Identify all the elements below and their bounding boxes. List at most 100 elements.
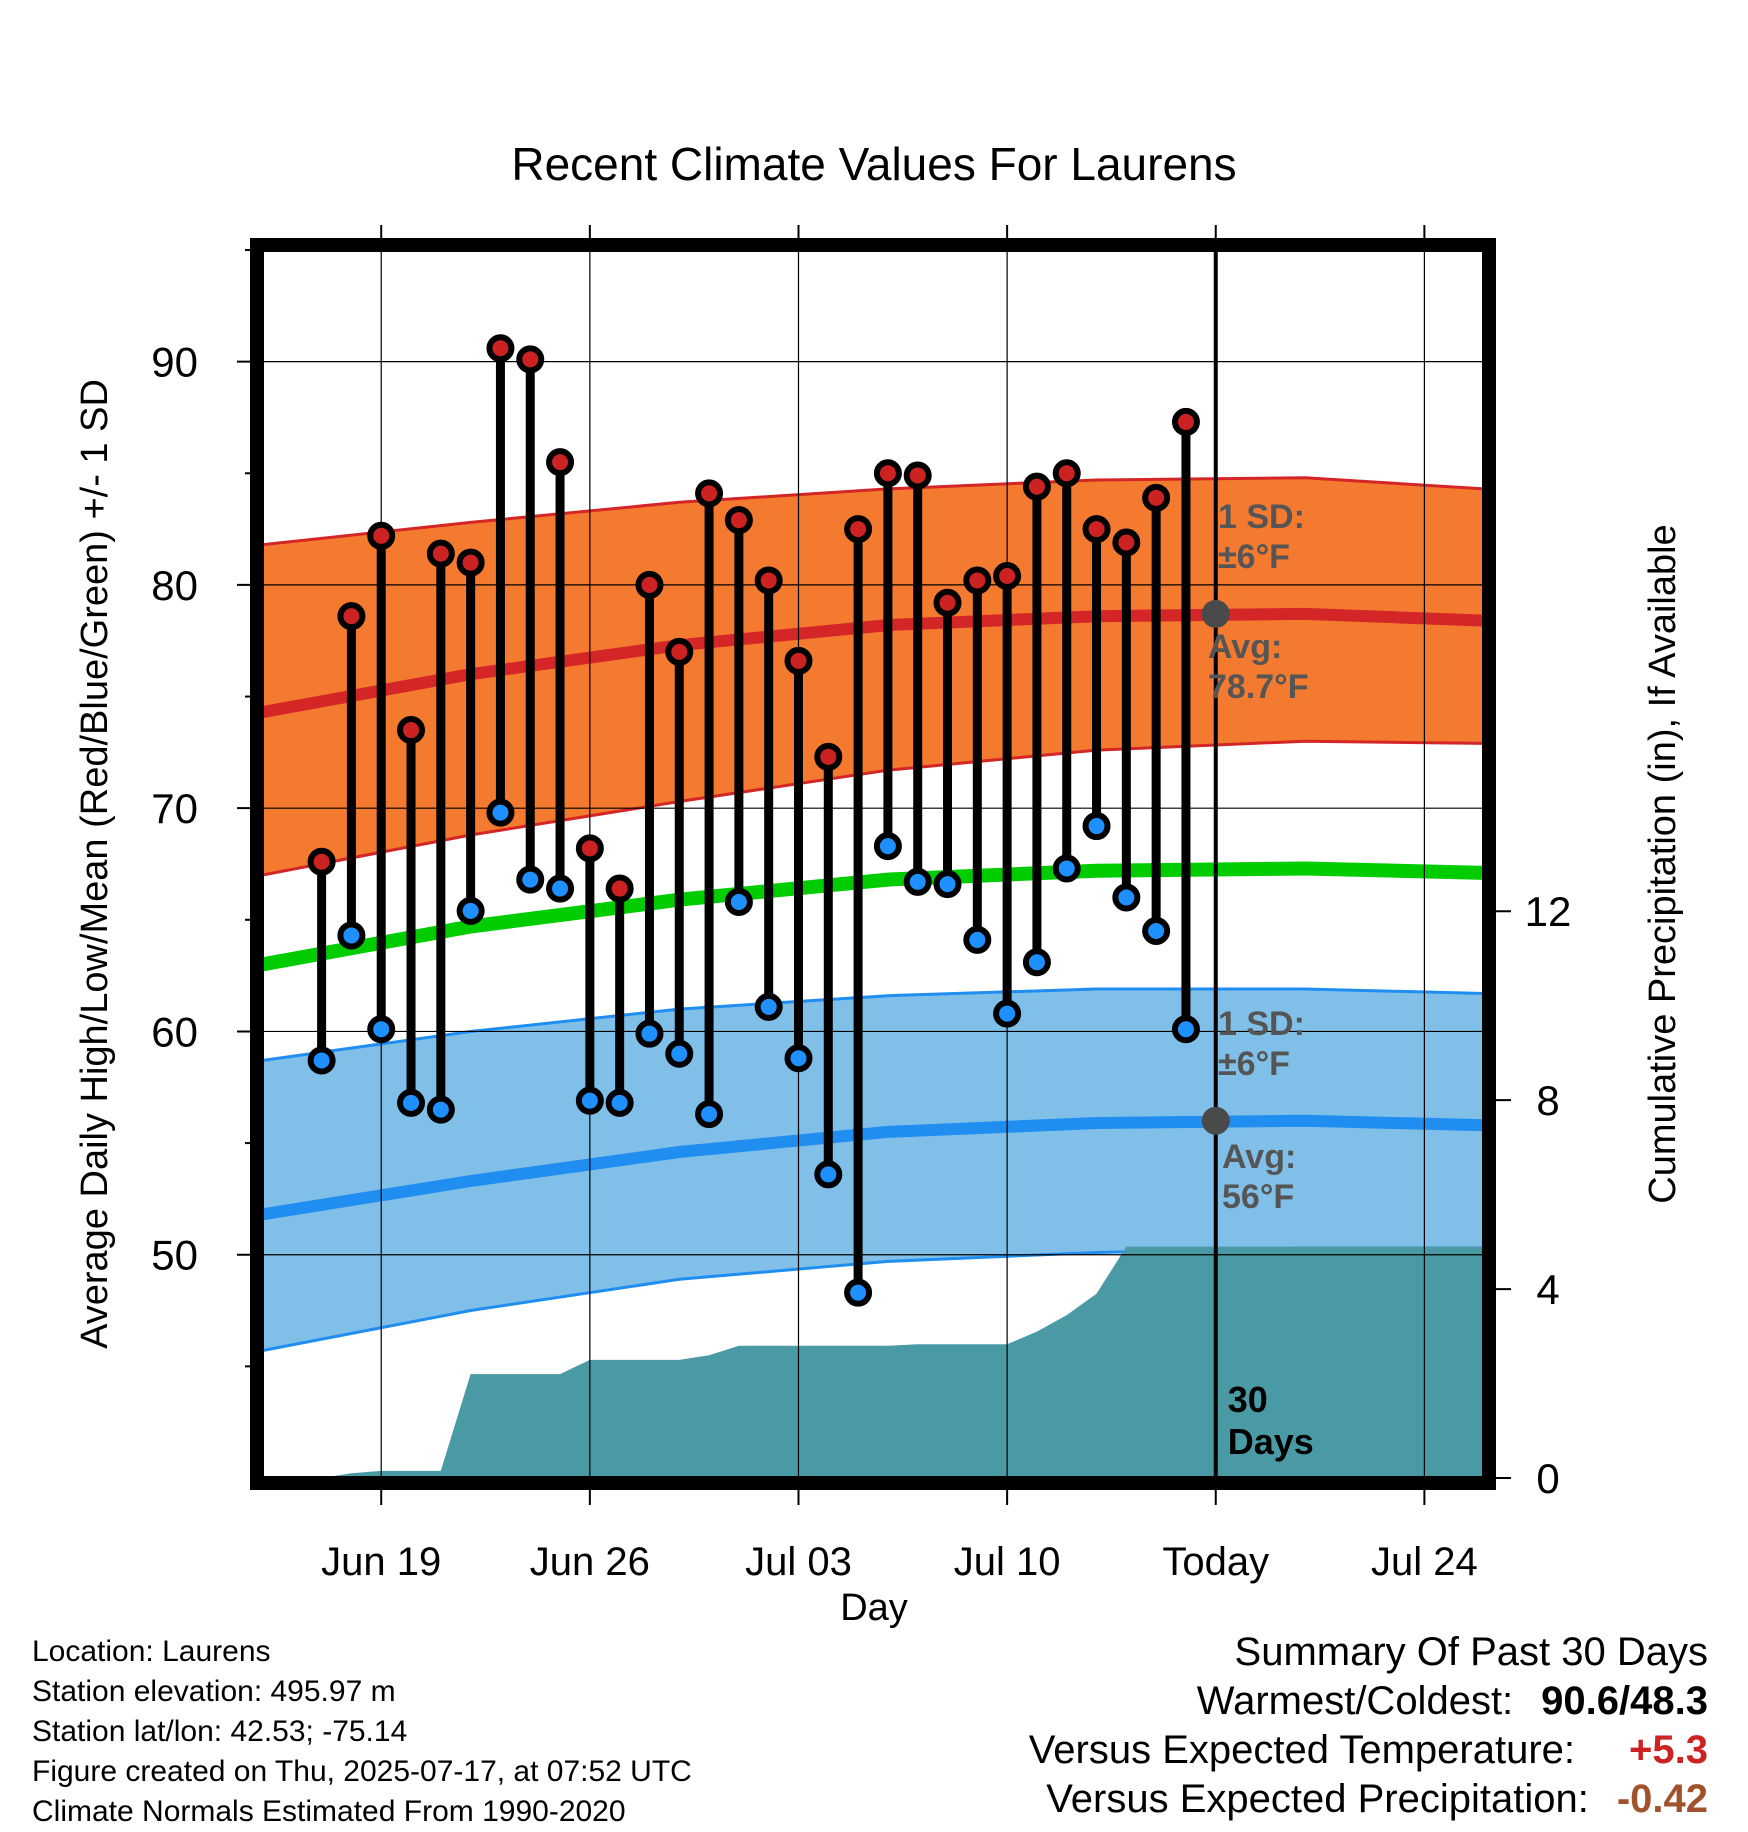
y-tick-label: 50 — [151, 1232, 198, 1279]
created-text: Figure created on Thu, 2025-07-17, at 07… — [32, 1755, 692, 1788]
daily-high-marker — [814, 742, 843, 771]
daily-low-marker — [1022, 948, 1051, 977]
climate-chart: Recent Climate Values For Laurens 1 SD:±… — [74, 138, 1684, 1628]
warm-cold-value: 90.6/48.3 — [1541, 1679, 1708, 1723]
today-days-label-line-2: Days — [1228, 1421, 1314, 1462]
y2-tick-label: 0 — [1536, 1455, 1559, 1502]
daily-low-marker — [456, 896, 485, 925]
daily-high-marker — [754, 566, 783, 595]
chart-title: Recent Climate Values For Laurens — [511, 138, 1236, 190]
daily-high-marker — [873, 459, 902, 488]
daily-high-marker — [695, 479, 724, 508]
low-sd-band — [262, 989, 1484, 1351]
daily-high-marker — [665, 637, 694, 666]
daily-low-marker — [605, 1088, 634, 1117]
daily-low-marker — [963, 925, 992, 954]
daily-high-marker — [784, 646, 813, 675]
y-tick-label: 70 — [151, 785, 198, 832]
today-days-label-line-1: 30 — [1228, 1379, 1268, 1420]
daily-high-marker — [1142, 483, 1171, 512]
daily-high-marker — [1171, 407, 1200, 436]
x-tick-label: Jul 10 — [954, 1540, 1061, 1584]
daily-high-marker — [456, 548, 485, 577]
daily-high-marker — [397, 716, 426, 745]
summary-panel: Summary Of Past 30 Days Warmest/Coldest:… — [1029, 1628, 1708, 1824]
daily-low-marker — [1052, 854, 1081, 883]
daily-low-marker — [307, 1046, 336, 1075]
precip-diff-value: -0.42 — [1616, 1777, 1708, 1821]
daily-low-marker — [873, 832, 902, 861]
location-text: Location: Laurens — [32, 1635, 271, 1668]
daily-low-marker — [1142, 916, 1171, 945]
daily-high-marker — [1052, 459, 1081, 488]
y2-tick-label: 4 — [1536, 1266, 1559, 1313]
high-sd-annotation-line-1: 1 SD: — [1218, 498, 1305, 536]
summary-title: Summary Of Past 30 Days — [1234, 1630, 1708, 1674]
daily-high-marker — [367, 521, 396, 550]
daily-high-marker — [993, 561, 1022, 590]
daily-low-marker — [1082, 812, 1111, 841]
low-avg-annotation-line-2: 56°F — [1222, 1178, 1294, 1216]
daily-high-marker — [516, 345, 545, 374]
latlon-text: Station lat/lon: 42.53; -75.14 — [32, 1715, 408, 1748]
daily-low-marker — [903, 867, 932, 896]
precip-diff-label: Versus Expected Precipitation: — [1046, 1777, 1589, 1821]
low-sd-annotation-line-2: ±6°F — [1218, 1045, 1290, 1083]
daily-high-marker — [1082, 515, 1111, 544]
daily-high-marker — [724, 506, 753, 535]
daily-low-marker — [814, 1160, 843, 1189]
daily-low-marker — [635, 1019, 664, 1048]
high-sd-band — [262, 477, 1484, 876]
daily-low-marker — [1112, 883, 1141, 912]
x-tick-label: Today — [1162, 1540, 1269, 1584]
elevation-text: Station elevation: 495.97 m — [32, 1675, 396, 1708]
today-high-avg-dot — [1201, 599, 1230, 628]
daily-low-marker — [695, 1100, 724, 1129]
daily-low-marker — [993, 999, 1022, 1028]
daily-low-marker — [754, 992, 783, 1021]
daily-low-marker — [784, 1044, 813, 1073]
normal-low-line — [262, 1114, 1484, 1221]
daily-low-marker — [486, 798, 515, 827]
daily-high-marker — [635, 570, 664, 599]
today-low-avg-dot — [1201, 1106, 1230, 1135]
normals-text: Climate Normals Estimated From 1990-2020 — [32, 1795, 626, 1828]
y2-axis-label: Cumulative Precipitation (in), If Availa… — [1642, 524, 1684, 1203]
daily-high-marker — [575, 834, 604, 863]
daily-low-marker — [724, 887, 753, 916]
daily-low-marker — [665, 1039, 694, 1068]
daily-high-marker — [963, 566, 992, 595]
daily-low-marker — [933, 870, 962, 899]
daily-low-marker — [546, 874, 575, 903]
daily-high-marker — [1022, 472, 1051, 501]
daily-high-marker — [605, 874, 634, 903]
y-axis-label: Average Daily High/Low/Mean (Red/Blue/Gr… — [74, 379, 116, 1349]
station-info: Location: Laurens Station elevation: 495… — [32, 1632, 692, 1832]
low-avg-annotation-line-1: Avg: — [1222, 1138, 1296, 1176]
daily-low-marker — [844, 1278, 873, 1307]
daily-high-marker — [486, 334, 515, 363]
y2-tick-label: 8 — [1536, 1077, 1559, 1124]
daily-high-marker — [1112, 528, 1141, 557]
x-tick-label: Jun 19 — [321, 1540, 441, 1584]
daily-low-marker — [575, 1086, 604, 1115]
daily-low-marker — [1171, 1015, 1200, 1044]
x-tick-label: Jul 24 — [1371, 1540, 1478, 1584]
daily-high-marker — [426, 539, 455, 568]
daily-low-marker — [426, 1095, 455, 1124]
normal-mean-line — [262, 861, 1484, 972]
y-tick-label: 80 — [151, 562, 198, 609]
daily-high-marker — [933, 588, 962, 617]
x-tick-label: Jun 26 — [530, 1540, 650, 1584]
daily-high-marker — [307, 847, 336, 876]
daily-low-marker — [337, 921, 366, 950]
temp-diff-label: Versus Expected Temperature: — [1028, 1728, 1576, 1772]
daily-low-marker — [397, 1088, 426, 1117]
high-avg-annotation-line-1: Avg: — [1208, 628, 1282, 666]
temp-diff-value: +5.3 — [1629, 1728, 1708, 1772]
high-sd-annotation-line-2: ±6°F — [1218, 538, 1290, 576]
daily-low-marker — [516, 865, 545, 894]
y2-tick-label: 12 — [1525, 888, 1572, 935]
daily-high-marker — [337, 602, 366, 631]
x-axis-label: Day — [840, 1587, 908, 1628]
